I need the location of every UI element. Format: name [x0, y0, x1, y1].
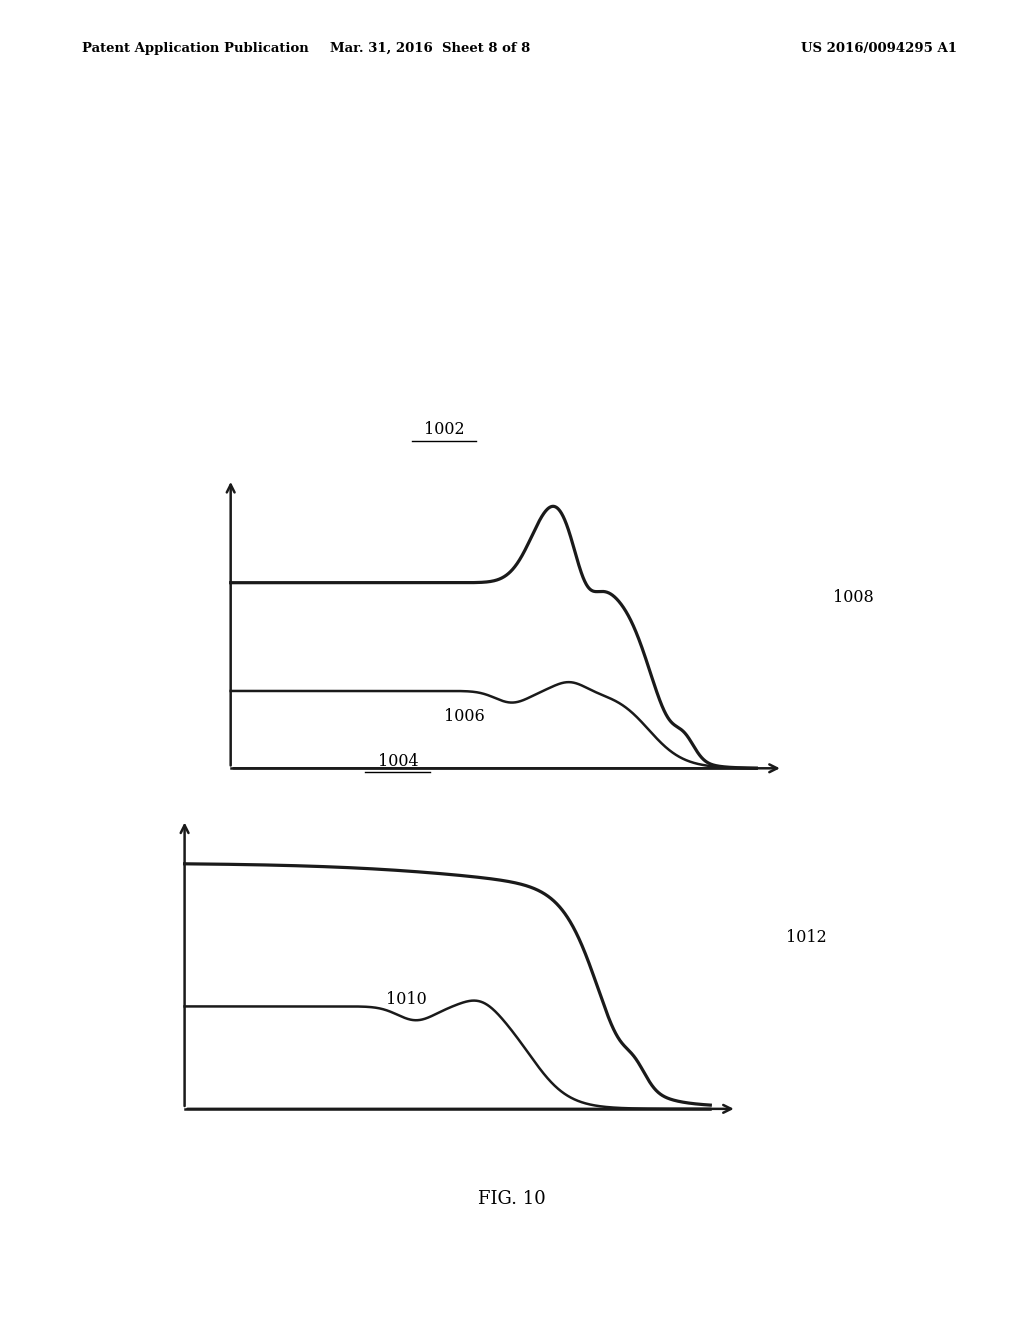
Text: 1008: 1008: [833, 589, 873, 606]
Text: 1002: 1002: [424, 421, 464, 438]
Text: Mar. 31, 2016  Sheet 8 of 8: Mar. 31, 2016 Sheet 8 of 8: [330, 42, 530, 55]
Text: 1010: 1010: [386, 990, 427, 1007]
Text: 1004: 1004: [378, 752, 418, 770]
Text: FIG. 10: FIG. 10: [478, 1189, 546, 1208]
Text: US 2016/0094295 A1: US 2016/0094295 A1: [802, 42, 957, 55]
Text: 1006: 1006: [444, 709, 484, 725]
Text: Patent Application Publication: Patent Application Publication: [82, 42, 308, 55]
Text: 1012: 1012: [786, 929, 827, 946]
